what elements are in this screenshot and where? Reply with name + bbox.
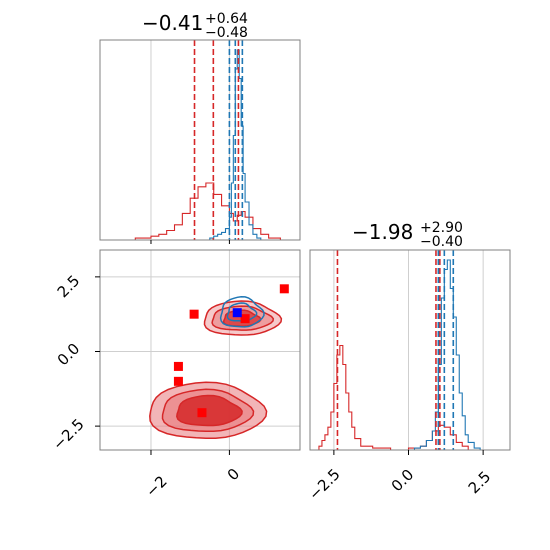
- hist1-blue-series: [408, 259, 481, 451]
- title-1-main: −1.98: [352, 220, 413, 244]
- frame-2d: [99, 249, 301, 451]
- red-marker-5: [197, 408, 207, 418]
- title-0-main: −0.41: [142, 11, 203, 35]
- hist0-red-series: [103, 182, 281, 241]
- y1-tick-2: −2.5: [49, 415, 87, 453]
- red-marker-1: [279, 284, 289, 294]
- x1-tick-2: 2.5: [465, 468, 495, 498]
- red-contour-lower-inner: [176, 394, 243, 427]
- title-1-sub: −0.40: [420, 234, 463, 250]
- frame-hist1: [309, 249, 511, 451]
- title-1-sup: +2.90: [420, 220, 463, 236]
- red-marker-4: [173, 376, 183, 386]
- red-marker-2: [240, 314, 250, 324]
- y1-tick-0: 2.5: [54, 272, 84, 302]
- x1-tick-0: −2.5: [305, 465, 343, 503]
- x1-tick-1: 0.0: [388, 466, 418, 496]
- x0-tick-1: 0: [224, 465, 243, 484]
- y1-tick-1: 0.0: [54, 340, 84, 370]
- title-0-sub: −0.48: [205, 25, 248, 41]
- blue-contour-outer: [219, 296, 265, 328]
- title-param-0: −0.41: [142, 11, 203, 35]
- title-0-sup: +0.64: [205, 11, 248, 27]
- blue-marker-0: [232, 308, 242, 318]
- red-marker-3: [173, 361, 183, 371]
- title-param-1: −1.98: [352, 220, 413, 244]
- red-marker-0: [189, 309, 199, 319]
- frame-hist0: [99, 39, 301, 241]
- x0-tick-0: −2: [142, 472, 170, 500]
